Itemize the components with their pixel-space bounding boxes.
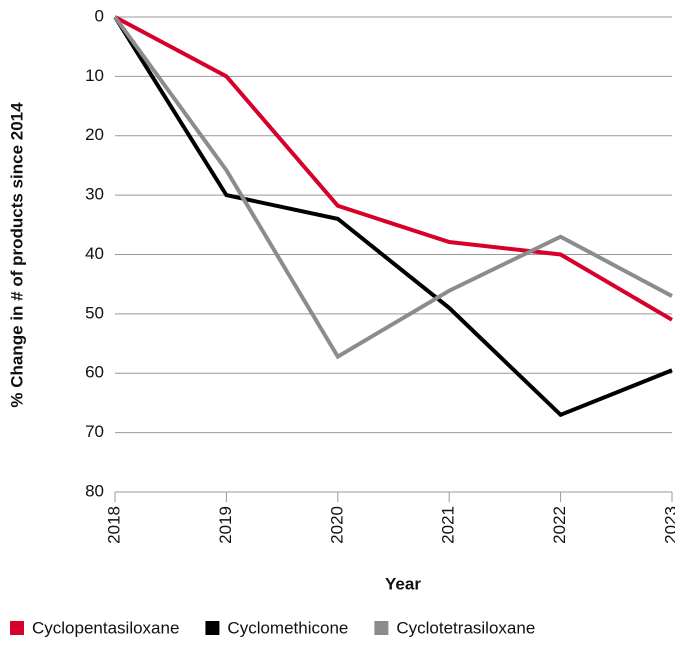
- y-tick-label: 70: [85, 422, 104, 441]
- x-tick-label: 2019: [216, 506, 235, 544]
- y-tick-label: 50: [85, 303, 104, 322]
- y-tick-label: 10: [85, 66, 104, 85]
- legend-swatch: [10, 621, 24, 635]
- y-tick-label: 40: [85, 244, 104, 263]
- legend-swatch: [205, 621, 220, 635]
- y-tick-label: 20: [85, 125, 104, 144]
- series-line: [113, 15, 673, 360]
- x-axis-label: Year: [385, 574, 421, 593]
- x-tick-label: 2018: [104, 506, 123, 544]
- series-line: [113, 15, 673, 418]
- y-tick-label: 60: [85, 363, 104, 382]
- y-tick-label: 30: [85, 185, 104, 204]
- y-tick-label: 80: [85, 481, 104, 500]
- series-line: [114, 15, 674, 322]
- legend-label: Cyclopentasiloxane: [32, 618, 179, 637]
- x-tick-label: 2020: [327, 506, 346, 544]
- x-tick-label: 2022: [550, 506, 569, 544]
- y-tick-label: 0: [95, 6, 104, 25]
- legend-label: Cyclotetrasiloxane: [396, 618, 535, 637]
- x-tick-label: 2023: [661, 506, 675, 544]
- legend-swatch: [374, 621, 389, 635]
- x-tick-label: 2021: [439, 506, 458, 544]
- legend-label: Cyclomethicone: [227, 618, 348, 637]
- y-axis-label: % Change in # of products since 2014: [7, 102, 26, 408]
